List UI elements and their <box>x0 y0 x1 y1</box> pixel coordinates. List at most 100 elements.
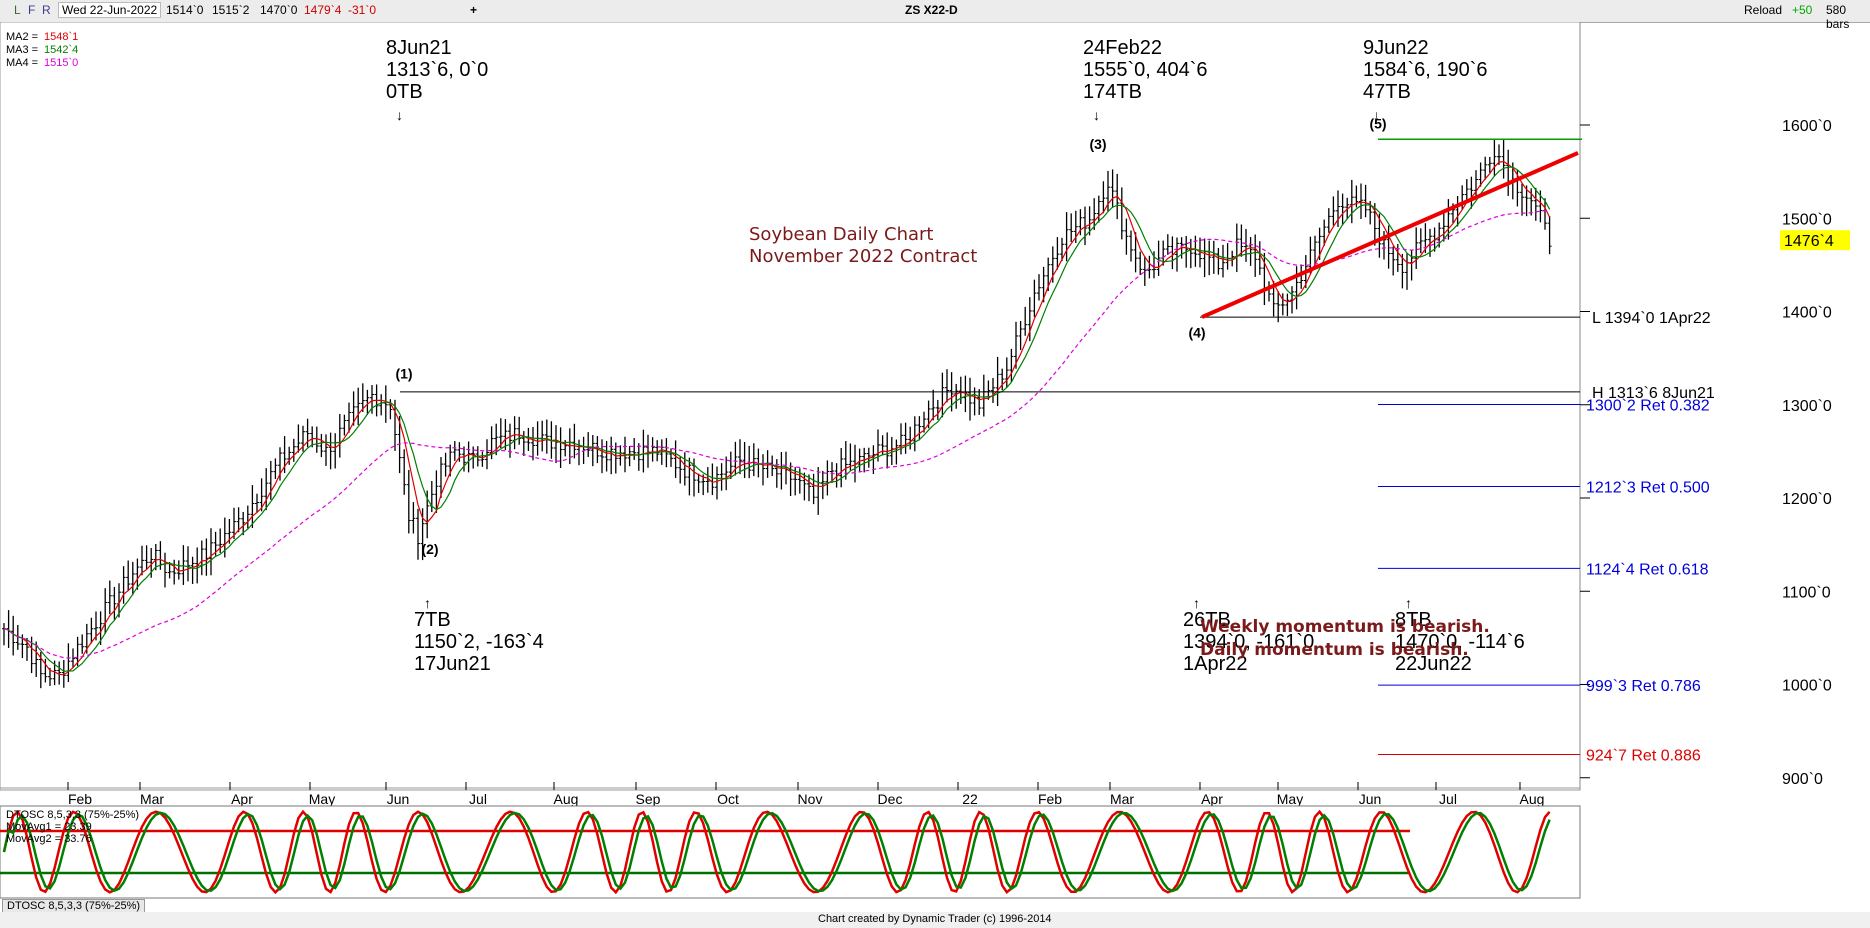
ma-legend-value: 1542`4 <box>44 44 78 56</box>
close-value: 1479`4 <box>304 3 342 17</box>
footer-credit: Chart created by Dynamic Trader (c) 1996… <box>818 913 1052 925</box>
arrow-down-icon: ↓ <box>1373 107 1380 123</box>
x-tick-label: Apr <box>231 791 253 807</box>
level-label: L 1394`0 1Apr22 <box>1592 310 1711 327</box>
y-tick-label: 1400`0 <box>1782 305 1832 322</box>
y-tick-label: 1000`0 <box>1782 678 1832 695</box>
ma-legend-name: MA2 = <box>6 31 38 43</box>
bottom-annotation-line: 26TB <box>1183 609 1231 631</box>
y-tick-label: 900`0 <box>1782 771 1823 788</box>
bars-count: 580 bars <box>1826 3 1850 31</box>
date-field[interactable]: Wed 22-Jun-2022 <box>58 2 162 18</box>
wave-label: (5) <box>1369 116 1386 132</box>
y-tick-label: 1100`0 <box>1782 584 1831 601</box>
trendline <box>1201 151 1579 319</box>
open-value: 1514`0 <box>166 3 204 17</box>
oscillator-tab[interactable]: DTOSC 8,5,3,3 (75%-25%) <box>2 899 146 913</box>
bottom-annotation-line: 1Apr22 <box>1183 653 1248 675</box>
reload-button[interactable]: Reload <box>1744 3 1783 17</box>
chart-title: ZS X22-D <box>905 3 958 17</box>
r-button[interactable]: R <box>42 3 51 17</box>
osc-movavg2: MovAvg2 = 33.76 <box>6 833 92 845</box>
l-button[interactable]: L <box>14 3 21 17</box>
x-tick-label: Nov <box>798 791 823 807</box>
x-tick-label: Aug <box>554 791 579 807</box>
change-value: -31`0 <box>348 3 377 17</box>
momentum-note: Daily momentum is bearish. <box>1200 640 1469 660</box>
x-tick-label: Mar <box>140 791 164 807</box>
wave-label: (2) <box>421 541 438 557</box>
x-tick-label: May <box>1277 791 1303 807</box>
y-tick-label: 1200`0 <box>1782 491 1832 508</box>
retracement-label: 999`3 Ret 0.786 <box>1586 678 1701 695</box>
ma-legend-name: MA4 = <box>6 57 38 69</box>
arrow-down-icon: ↓ <box>1093 107 1100 123</box>
top-annotation-line: 47TB <box>1363 81 1411 103</box>
x-tick-label: Mar <box>1110 791 1134 807</box>
wave-label: (4) <box>1188 325 1205 341</box>
top-annotation-line: 174TB <box>1083 81 1142 103</box>
bottom-annotation-line: 1394`0, -161`0 <box>1183 631 1314 653</box>
x-tick-label: Dec <box>878 791 903 807</box>
x-tick-label: Jul <box>1439 791 1457 807</box>
momentum-note: Weekly momentum is bearish. <box>1200 617 1490 637</box>
chart-subtitle: November 2022 Contract <box>749 246 977 267</box>
arrow-up-icon: ↑ <box>1405 595 1412 611</box>
x-tick-label: Oct <box>717 791 739 807</box>
top-annotation-line: 1584`6, 190`6 <box>1363 59 1488 81</box>
x-tick-label: Sep <box>636 791 661 807</box>
ma2-line <box>3 160 1551 676</box>
x-tick-label: 22 <box>962 791 978 807</box>
x-tick-label: Apr <box>1201 791 1223 807</box>
plus-button[interactable]: + <box>470 3 478 17</box>
level-label: H 1313`6 8Jun21 <box>1592 385 1715 402</box>
bottom-annotation-line: 1470`0, -114`6 <box>1395 631 1525 653</box>
top-annotation-line: 0TB <box>386 81 423 103</box>
toolbar: L F R Wed 22-Jun-2022 1514`0 1515`2 1470… <box>0 0 1870 31</box>
osc-fast-line <box>2 809 1551 895</box>
ma3-line <box>3 166 1551 672</box>
retracement-label: 924`7 Ret 0.886 <box>1586 748 1701 765</box>
arrow-up-icon: ↑ <box>1193 595 1200 611</box>
high-value: 1515`2 <box>212 3 250 17</box>
plot-frame <box>0 22 1581 791</box>
retracement-label: 1212`3 Ret 0.500 <box>1586 479 1710 496</box>
x-tick-label: Aug <box>1520 791 1545 807</box>
osc-name: DTOSC 8,5,3,3 (75%-25%) <box>6 809 139 821</box>
ma-legend-value: 1515`0 <box>44 57 78 69</box>
footer: Chart created by Dynamic Trader (c) 1996… <box>0 912 1870 928</box>
ma-legend-name: MA3 = <box>6 44 38 56</box>
wave-label: (1) <box>395 366 412 382</box>
osc-slow-line <box>2 811 1551 893</box>
y-tick-label: 1300`0 <box>1782 398 1832 415</box>
chart-subtitle: Soybean Daily Chart <box>749 224 933 245</box>
bottom-annotation-line: 22Jun22 <box>1395 653 1472 675</box>
arrow-down-icon: ↓ <box>396 107 403 123</box>
price-chart: 1600`0 1500`0 1400`0 1300`0 1200`0 1100`0 1000… <box>0 22 1850 899</box>
plus50-button[interactable]: +50 <box>1792 3 1813 17</box>
arrow-up-icon: ↑ <box>424 595 431 611</box>
last-price-badge <box>1780 230 1850 251</box>
bottom-annotation-line: 17Jun21 <box>414 653 491 675</box>
bottom-annotation-line: 7TB <box>414 609 451 631</box>
x-tick-label: May <box>309 791 335 807</box>
top-annotation-line: 24Feb22 <box>1083 37 1162 59</box>
top-annotation-line: 1313`6, 0`0 <box>386 59 488 81</box>
top-annotation-line: 9Jun22 <box>1363 37 1429 59</box>
wave-label: (3) <box>1089 136 1106 152</box>
x-tick-label: Feb <box>1038 791 1062 807</box>
bottom-annotation-line: 1150`2, -163`4 <box>414 631 544 653</box>
last-price-label: 1476`4 <box>1784 233 1834 250</box>
x-tick-label: Jul <box>469 791 487 807</box>
x-tick-label: Jun <box>1359 791 1382 807</box>
ma-legend-value: 1548`1 <box>44 31 78 43</box>
top-annotation-line: 1555`0, 404`6 <box>1083 59 1208 81</box>
x-tick-label: Feb <box>68 791 92 807</box>
bottom-annotation-line: 8TB <box>1395 609 1432 631</box>
y-tick-label: 1600`0 <box>1782 118 1832 135</box>
y-tick-label: 1500`0 <box>1782 211 1832 228</box>
f-button[interactable]: F <box>28 3 36 17</box>
x-tick-label: Jun <box>387 791 410 807</box>
top-annotation-line: 8Jun21 <box>386 37 452 59</box>
retracement-label: 1124`4 Ret 0.618 <box>1586 561 1709 578</box>
